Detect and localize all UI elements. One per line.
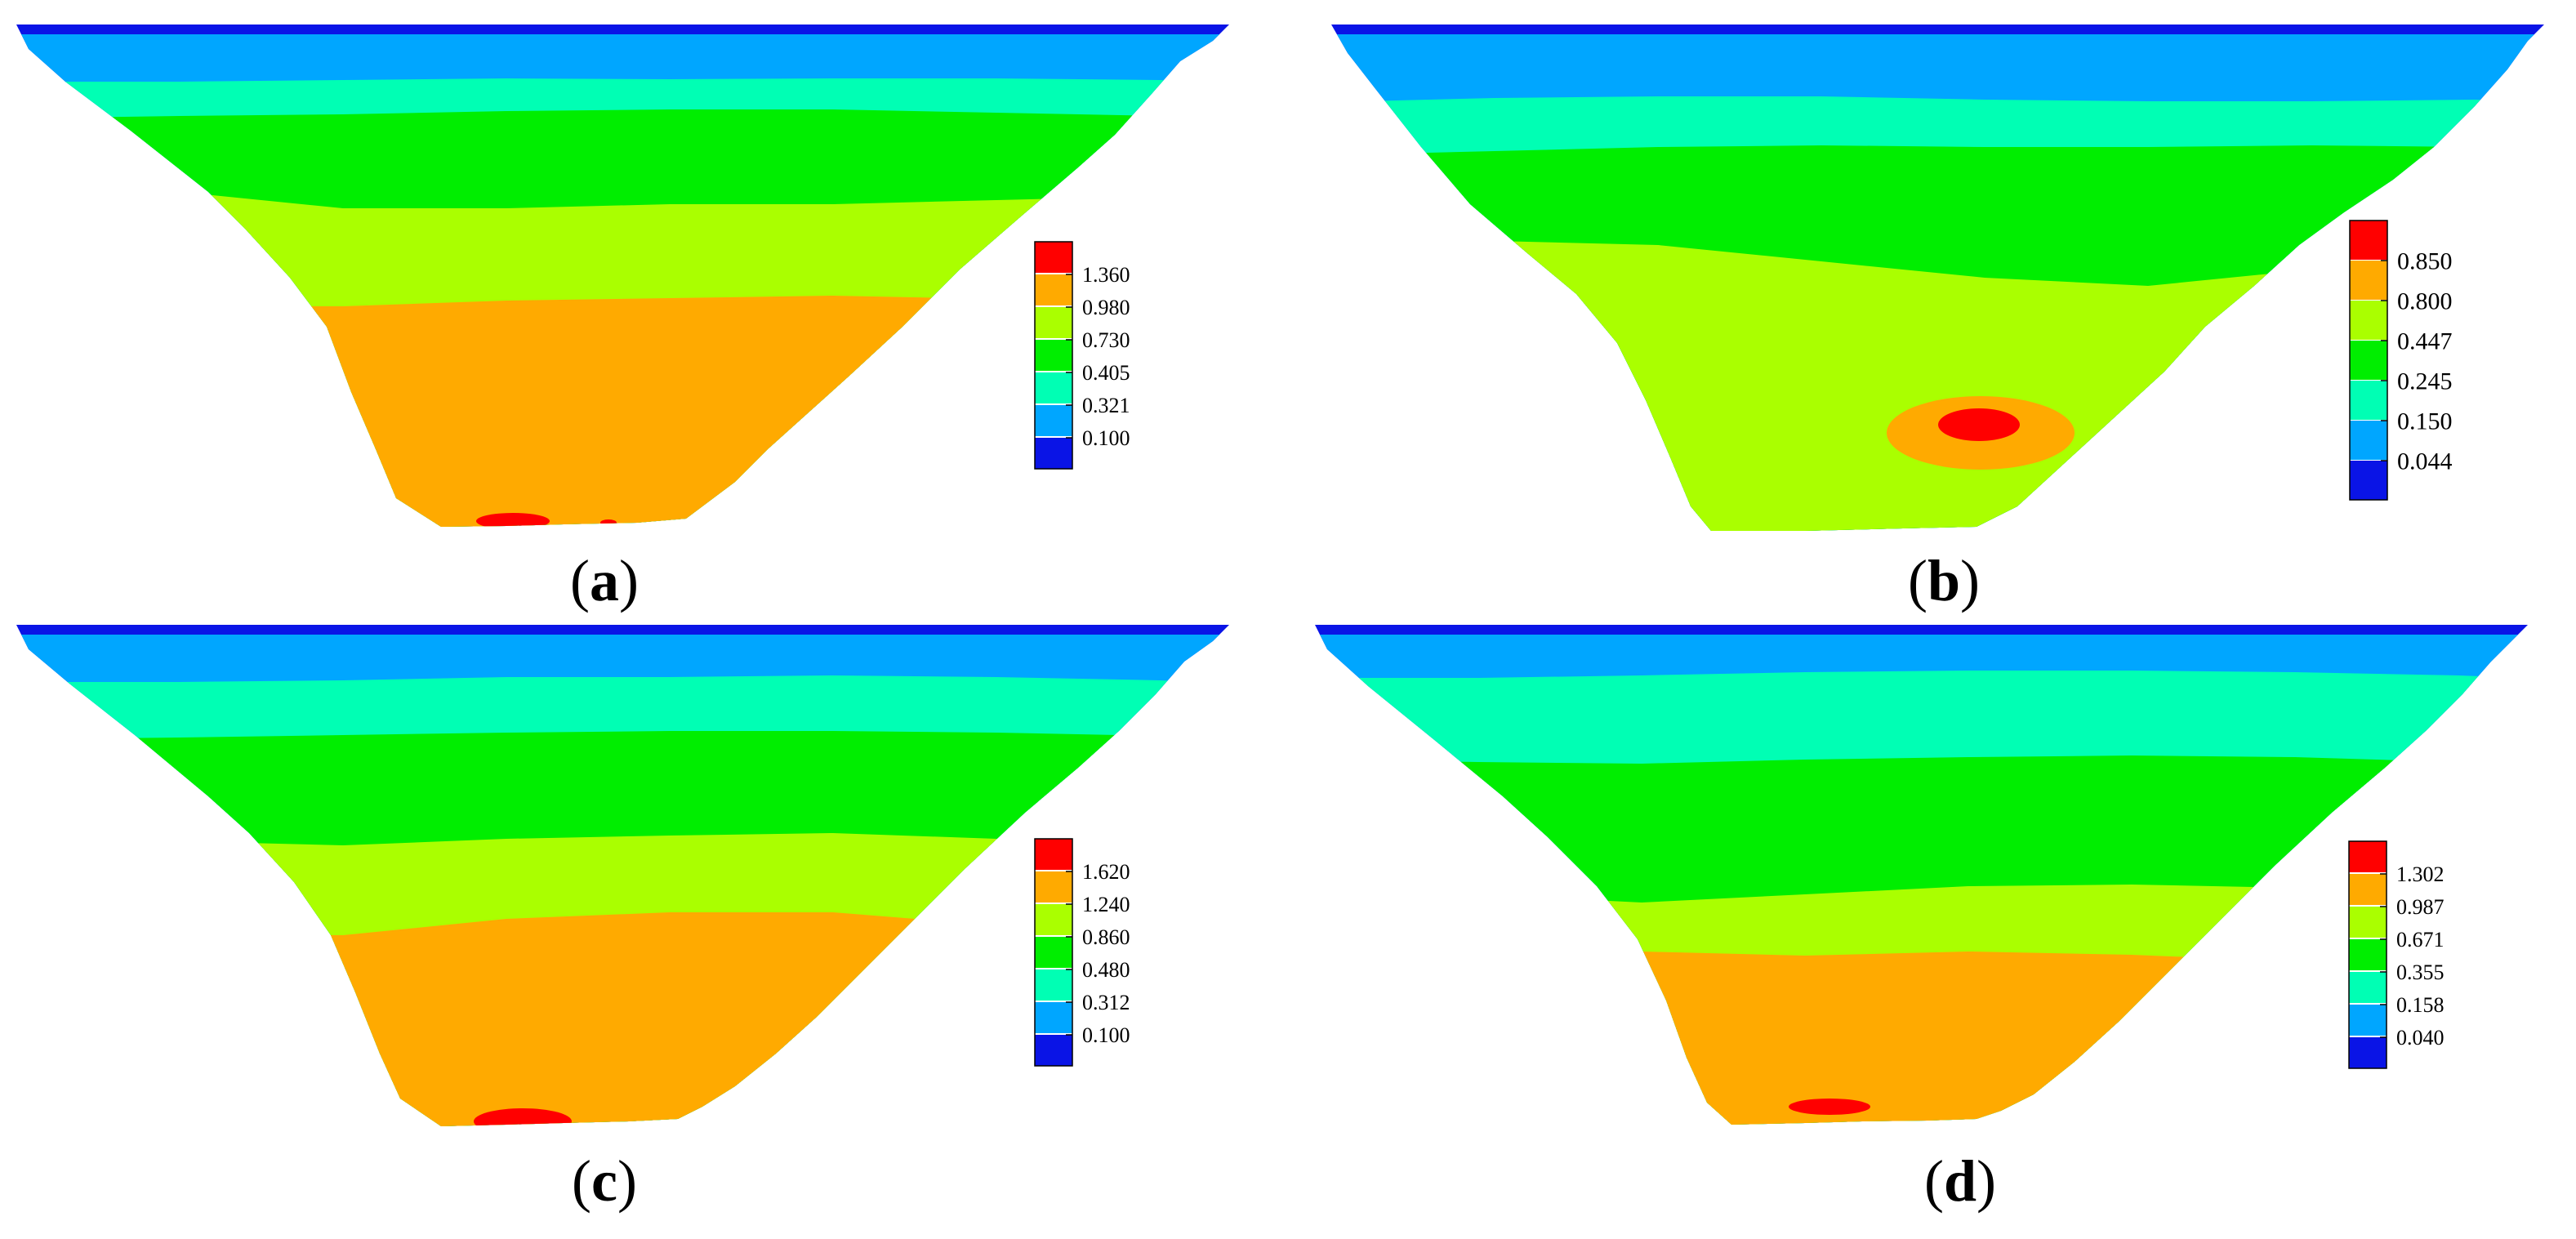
legend-label-b-3: 0.245	[2397, 368, 2453, 395]
legend-label-d-4: 0.158	[2396, 993, 2445, 1017]
legend-swatch-d-6	[2349, 1037, 2387, 1068]
hotspot-1-a	[600, 519, 617, 526]
legend-swatch-b-5	[2350, 421, 2387, 460]
legend-label-a-0: 1.360	[1082, 263, 1130, 287]
legend-label-d-0: 1.302	[2396, 862, 2445, 886]
caption-c: (c)	[572, 1148, 637, 1214]
legend-label-b-4: 0.150	[2397, 408, 2453, 435]
legend-swatch-b-1	[2350, 261, 2387, 300]
legend-frame-b	[2349, 220, 2388, 501]
legend-swatch-c-2	[1035, 904, 1072, 935]
legend-c: 1.620 1.240 0.860 0.480 0.312 0.100	[1034, 838, 1130, 1067]
legend-label-b-1: 0.800	[2397, 288, 2453, 315]
caption-letter-b: b	[1928, 548, 1960, 613]
legend-label-c-5: 0.100	[1082, 1023, 1130, 1047]
legend-swatch-d-0	[2349, 841, 2387, 872]
legend-label-b-2: 0.447	[2397, 328, 2453, 355]
legend-swatch-b-2	[2350, 301, 2387, 340]
legend-swatch-c-3	[1035, 937, 1072, 968]
legend-swatch-a-1	[1035, 274, 1072, 305]
legend-label-d-5: 0.040	[2396, 1026, 2445, 1050]
legend-swatch-a-6	[1035, 438, 1072, 469]
legend-swatch-d-3	[2349, 939, 2387, 970]
caption-letter-a: a	[590, 548, 619, 613]
legend-label-d-2: 0.671	[2396, 928, 2445, 952]
legend-swatch-a-2	[1035, 307, 1072, 338]
legend-swatch-b-4	[2350, 381, 2387, 420]
hotspot-0-a	[476, 513, 550, 527]
legend-frame-c	[1034, 838, 1073, 1067]
legend-swatch-d-2	[2349, 907, 2387, 938]
legend-swatch-b-6	[2350, 461, 2387, 500]
legend-label-c-3: 0.480	[1082, 958, 1130, 982]
legend-label-a-4: 0.321	[1082, 394, 1130, 417]
legend-label-a-5: 0.100	[1082, 426, 1130, 450]
legend-swatch-c-5	[1035, 1002, 1072, 1033]
legend-label-a-1: 0.980	[1082, 296, 1130, 319]
legend-frame-d	[2348, 840, 2387, 1069]
caption-letter-d: d	[1944, 1148, 1977, 1214]
hotspot-0-c	[474, 1108, 572, 1126]
panel-b: 0.850 0.800 0.447 0.245 0.150 0.044 (b)	[1331, 25, 2544, 613]
legend-label-c-4: 0.312	[1082, 991, 1130, 1014]
caption-a: (a)	[570, 548, 639, 613]
hotspot-0-d	[1789, 1099, 1870, 1115]
legend-label-b-5: 0.044	[2397, 448, 2453, 475]
legend-swatch-a-5	[1035, 405, 1072, 436]
caption-d: (d)	[1924, 1148, 1996, 1214]
legend-swatch-c-4	[1035, 969, 1072, 1001]
legend-swatch-a-0	[1035, 242, 1072, 273]
legend-label-c-0: 1.620	[1082, 860, 1130, 884]
legend-swatch-c-1	[1035, 871, 1072, 903]
legend-swatch-c-0	[1035, 839, 1072, 870]
panel-a: 1.360 0.980 0.730 0.405 0.321 0.100 (a)	[16, 25, 1229, 613]
legend-swatch-d-4	[2349, 972, 2387, 1003]
caption-b: (b)	[1908, 548, 1980, 613]
legend-frame-a	[1034, 241, 1073, 470]
legend-a: 1.360 0.980 0.730 0.405 0.321 0.100	[1034, 241, 1130, 470]
legend-swatch-a-3	[1035, 340, 1072, 371]
legend-b: 0.850 0.800 0.447 0.245 0.150 0.044	[2349, 220, 2453, 501]
hotspot-1-b	[1938, 408, 2020, 441]
caption-letter-c: c	[591, 1148, 617, 1214]
legend-swatch-b-0	[2350, 221, 2387, 260]
legend-swatch-d-5	[2349, 1005, 2387, 1036]
legend-label-b-0: 0.850	[2397, 248, 2453, 275]
legend-label-c-1: 1.240	[1082, 893, 1130, 916]
legend-label-c-2: 0.860	[1082, 925, 1130, 949]
legend-d: 1.302 0.987 0.671 0.355 0.158 0.040	[2348, 840, 2445, 1069]
panel-d: 1.302 0.987 0.671 0.355 0.158 0.040 (d)	[1315, 625, 2528, 1214]
legend-label-d-3: 0.355	[2396, 960, 2445, 984]
legend-swatch-c-6	[1035, 1035, 1072, 1066]
legend-swatch-d-1	[2349, 874, 2387, 905]
legend-label-d-1: 0.987	[2396, 895, 2445, 919]
legend-swatch-b-3	[2350, 341, 2387, 380]
legend-label-a-2: 0.730	[1082, 328, 1130, 352]
legend-label-a-3: 0.405	[1082, 361, 1130, 385]
legend-swatch-a-4	[1035, 372, 1072, 403]
panel-c: 1.620 1.240 0.860 0.480 0.312 0.100 (c)	[16, 625, 1229, 1214]
